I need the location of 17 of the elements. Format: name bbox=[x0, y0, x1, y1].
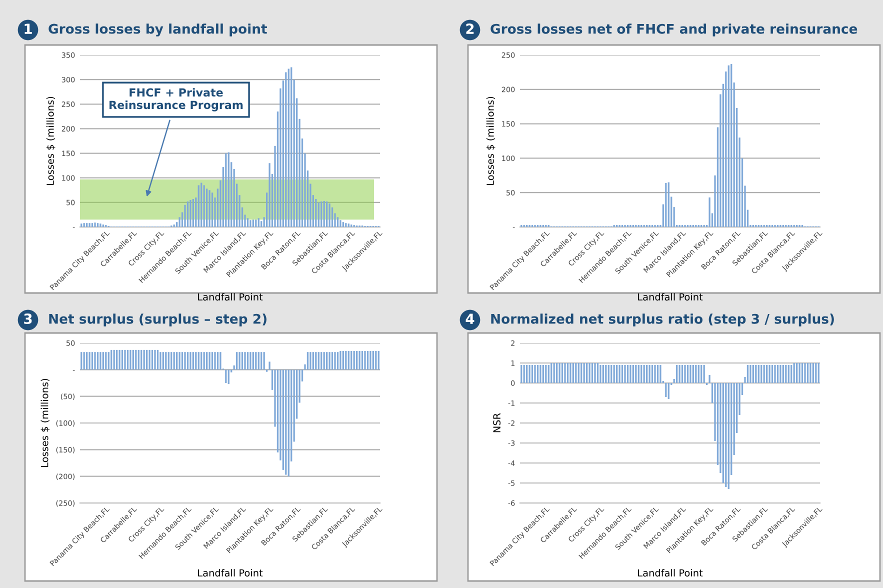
band-label: FHCF + Private Reinsurance Program bbox=[110, 88, 243, 112]
chart-title: Gross losses net of FHCF and private reinsurance bbox=[490, 24, 858, 36]
chart-title: Gross losses by landfall point bbox=[48, 24, 268, 36]
y-axis-title: Losses $ (millions) bbox=[46, 96, 56, 185]
y-axis-title: Losses $ (millions) bbox=[486, 96, 496, 185]
text: 1 bbox=[24, 24, 32, 34]
y-axis-title: NSR bbox=[493, 413, 500, 432]
chart-title: Net surplus (surplus – step 2) bbox=[49, 314, 266, 326]
chart-title: Normalized net surplus ratio (step 3 / surplus) bbox=[491, 314, 834, 326]
x-axis-title: Landfall Point bbox=[638, 569, 703, 577]
text: 2 bbox=[466, 24, 474, 34]
y-axis-title: Losses $ (millions) bbox=[40, 378, 50, 467]
x-axis-title: Landfall Point bbox=[198, 293, 263, 301]
x-axis-title: Landfall Point bbox=[638, 293, 703, 301]
text: 3 bbox=[24, 314, 32, 324]
text: 4 bbox=[466, 314, 474, 324]
x-axis-title: Landfall Point bbox=[198, 569, 263, 577]
